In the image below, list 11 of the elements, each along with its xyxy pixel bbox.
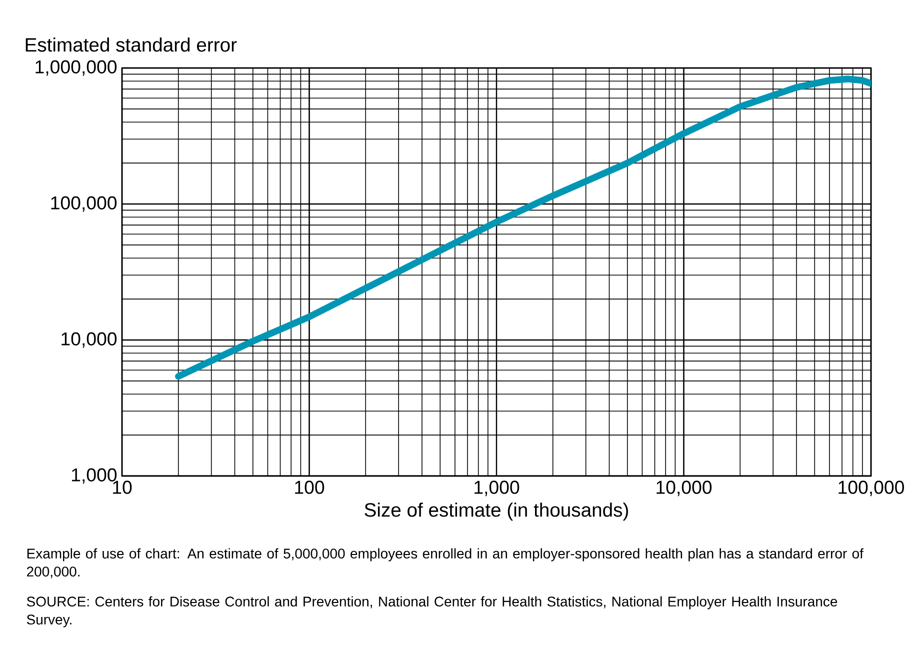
y-tick-label: 10,000 xyxy=(62,332,117,348)
y-tick-label: 1,000,000 xyxy=(36,60,117,76)
source-note: SOURCE: Centers for Disease Control and Prevention, National Center for Health Statistics, National Employer Health Insurance Survey. xyxy=(26,596,838,628)
x-axis-title: Size of estimate (in thousands) xyxy=(364,502,628,521)
y-tick-label: 100,000 xyxy=(51,196,117,212)
x-tick-label: 100 xyxy=(295,480,324,494)
x-tick-label: 10,000 xyxy=(656,480,712,496)
y-axis-title: Estimated standard error xyxy=(26,38,237,52)
x-tick-label: 1,000 xyxy=(474,480,520,496)
text: Example of use of chart: An estimate of 5,000,000 employees enrolled in an employer-sponsored health plan has a standard error of 200,000. xyxy=(26,548,864,578)
x-tick-label: 100,000 xyxy=(838,480,904,496)
